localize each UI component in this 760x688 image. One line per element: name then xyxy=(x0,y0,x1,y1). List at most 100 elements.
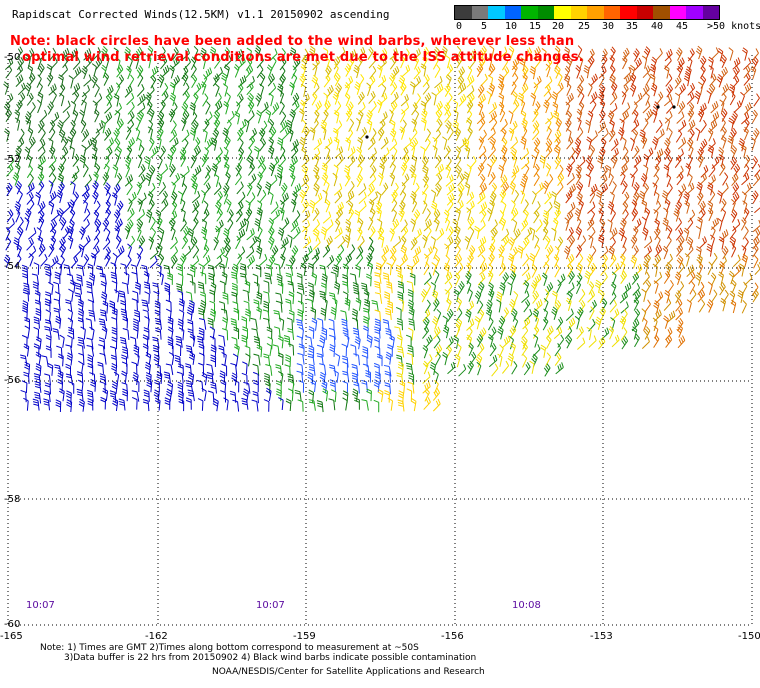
wind-barb xyxy=(341,173,352,186)
wind-barb xyxy=(749,174,760,186)
wind-barb xyxy=(342,76,354,88)
wind-barb xyxy=(520,210,530,223)
wind-barb xyxy=(168,201,178,214)
wind-barb xyxy=(12,65,24,77)
wind-barb xyxy=(627,174,635,187)
wind-barb xyxy=(124,102,136,114)
wind-barb xyxy=(662,49,674,61)
wind-barb xyxy=(353,174,364,187)
wind-barb xyxy=(717,199,728,212)
wind-barb xyxy=(46,219,57,231)
wind-barb xyxy=(704,128,714,141)
wind-barb xyxy=(507,137,519,149)
wind-barb xyxy=(541,192,553,204)
wind-barb xyxy=(595,121,607,133)
wind-barb xyxy=(663,85,674,98)
wind-barb xyxy=(675,120,687,132)
wind-barb xyxy=(562,119,572,132)
wind-barb xyxy=(98,65,107,78)
wind-barb xyxy=(265,83,277,95)
wind-barb xyxy=(220,84,228,97)
wind-barb xyxy=(672,130,683,143)
wind-barb xyxy=(69,91,80,104)
wind-barb xyxy=(134,103,146,115)
wind-barb xyxy=(675,101,687,113)
wind-barb xyxy=(66,200,75,213)
wind-barb xyxy=(254,110,262,123)
wind-barb xyxy=(639,101,651,113)
wind-barb xyxy=(13,217,24,230)
wind-barb xyxy=(683,218,694,231)
wind-barb xyxy=(706,182,714,195)
wind-barb xyxy=(79,155,86,168)
wind-barb xyxy=(418,147,425,160)
wind-barb xyxy=(364,110,374,123)
wind-barb xyxy=(421,165,429,178)
wind-barb xyxy=(675,137,687,149)
wind-barb xyxy=(246,128,258,140)
wind-barb xyxy=(287,220,299,232)
wind-barb xyxy=(718,183,730,195)
wind-barb xyxy=(235,192,247,204)
wind-barb xyxy=(90,228,101,241)
wind-barb xyxy=(432,119,443,132)
wind-barb xyxy=(232,163,242,176)
wind-barb xyxy=(110,139,121,152)
wind-barb xyxy=(243,183,253,196)
wind-barb xyxy=(146,127,153,140)
wind-barb xyxy=(606,55,616,68)
wind-barb xyxy=(288,146,300,158)
wind-barb xyxy=(275,91,284,104)
wind-barb xyxy=(309,208,320,221)
wind-barb xyxy=(70,67,82,79)
wind-barb xyxy=(90,181,100,194)
wind-barb xyxy=(561,102,570,115)
wind-barb xyxy=(279,128,291,140)
wind-barb xyxy=(224,209,235,222)
wind-barb xyxy=(388,190,399,203)
wind-barb xyxy=(421,219,433,231)
wind-barb xyxy=(366,154,377,167)
wind-barb xyxy=(453,200,465,212)
wind-barb xyxy=(201,101,211,114)
wind-barb xyxy=(134,219,144,232)
wind-barb xyxy=(124,208,136,220)
wind-barb xyxy=(717,127,727,140)
wind-barb xyxy=(233,84,244,97)
wind-barb xyxy=(453,208,461,221)
wind-barb xyxy=(518,182,526,195)
wind-barb xyxy=(630,49,640,62)
wind-barb xyxy=(201,165,212,178)
wind-barb xyxy=(696,173,708,185)
wind-barb xyxy=(366,66,377,79)
wind-barb xyxy=(477,74,489,86)
wind-barb xyxy=(102,191,112,204)
wind-barb xyxy=(396,209,405,222)
wind-barb xyxy=(365,91,377,103)
wind-barb xyxy=(596,100,605,113)
wind-barb xyxy=(432,184,442,197)
wind-barb xyxy=(245,193,256,205)
wind-barb xyxy=(508,64,518,77)
wind-barb xyxy=(684,210,696,222)
wind-barb xyxy=(375,219,382,232)
wind-barb xyxy=(11,209,20,222)
wind-barb xyxy=(673,48,683,61)
wind-barb xyxy=(287,173,296,186)
wind-barb xyxy=(585,145,595,158)
wind-barb xyxy=(213,220,225,232)
wind-barb xyxy=(443,75,452,88)
wind-barb xyxy=(212,67,224,79)
wind-barb xyxy=(288,139,300,151)
wind-barb xyxy=(587,92,599,104)
wind-barb xyxy=(45,128,56,141)
wind-barb xyxy=(396,201,406,214)
wind-barb xyxy=(310,173,321,186)
wind-barb xyxy=(268,202,280,214)
wind-barb xyxy=(122,174,134,186)
wind-barb xyxy=(737,217,747,230)
wind-barb xyxy=(290,210,301,222)
wind-barb xyxy=(598,128,610,140)
wind-barb xyxy=(631,58,643,70)
wind-barb xyxy=(538,156,545,169)
